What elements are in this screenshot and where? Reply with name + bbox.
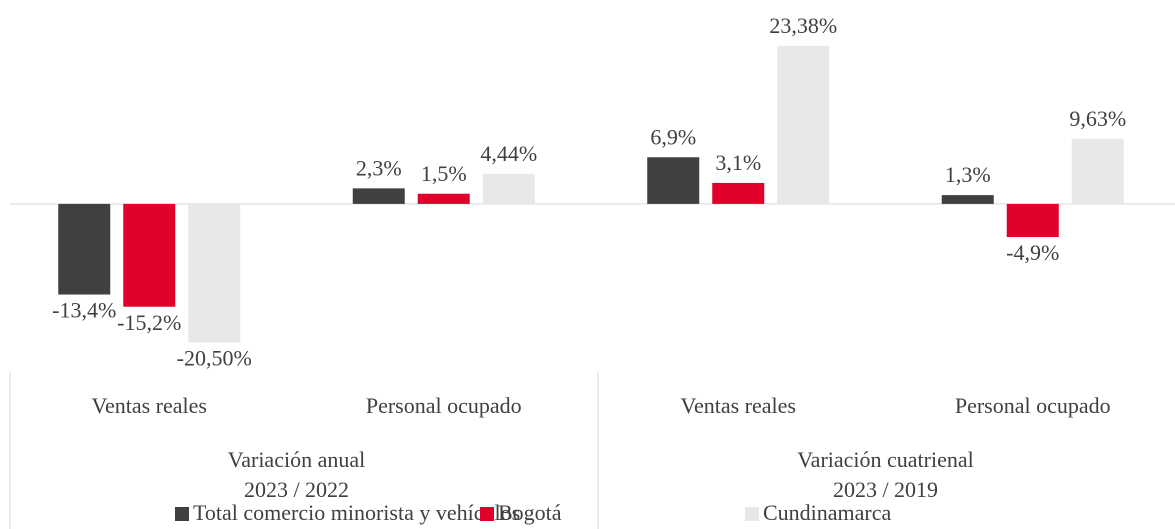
legend-swatch [745,507,759,521]
data-label: -20,50% [177,346,252,371]
group-label: 2023 / 2022 [244,477,349,502]
legend-label: Total comercio minorista y vehículos [193,500,520,525]
bar [647,157,700,204]
bar [417,193,470,204]
data-label: -13,4% [52,298,116,323]
bar [352,188,405,204]
data-label: -4,9% [1006,240,1059,265]
bar [482,173,535,204]
data-label: 3,1% [715,150,761,175]
bar [941,195,994,204]
bar [777,45,830,204]
bar [123,203,176,307]
data-label: 1,3% [945,162,991,187]
data-label: 4,44% [480,141,537,166]
x-tick-label: Personal ocupado [366,393,522,418]
x-tick-label: Ventas reales [681,393,796,418]
bar [1006,203,1059,238]
group-label: 2023 / 2019 [833,477,938,502]
legend-swatch [175,507,189,521]
data-label: 23,38% [769,13,837,38]
legend-swatch [480,507,494,521]
x-tick-label: Personal ocupado [955,393,1111,418]
data-label: 2,3% [356,155,402,180]
bar [1071,138,1124,204]
bar [188,203,241,343]
data-label: 6,9% [650,124,696,149]
x-tick-label: Ventas reales [92,393,207,418]
group-label: Variación cuatrienal [797,447,974,472]
data-label: 9,63% [1069,106,1126,131]
bar [58,203,111,295]
legend-label: Bogotá [498,500,562,525]
group-label: Variación anual [228,447,365,472]
data-label: 1,5% [421,161,467,186]
legend-label: Cundinamarca [763,500,892,525]
bar [712,182,765,204]
data-label: -15,2% [117,310,181,335]
